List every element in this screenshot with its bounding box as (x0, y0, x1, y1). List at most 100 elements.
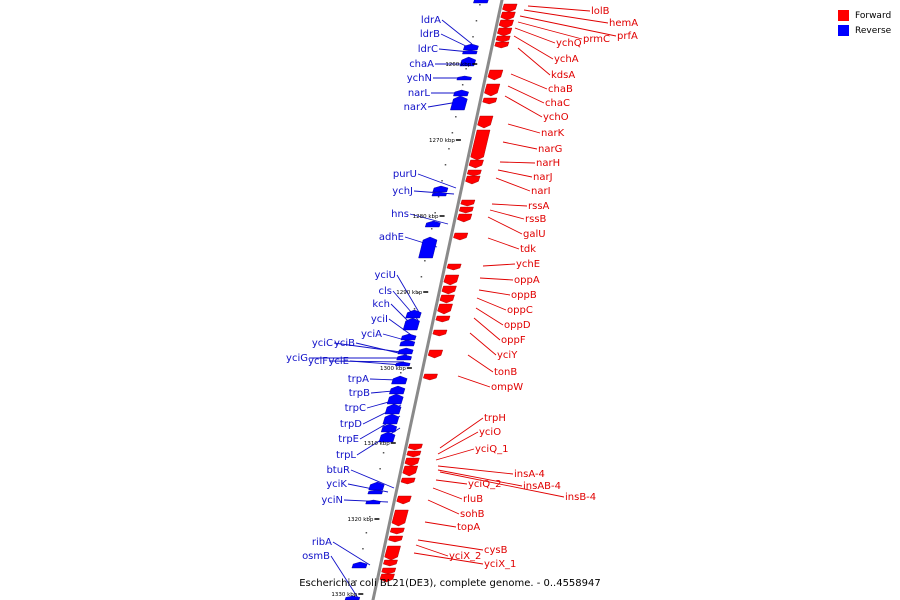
genome-backbone (371, 0, 504, 600)
forward-feature (466, 169, 482, 177)
forward-gene-label: oppC (507, 305, 533, 316)
forward-gene-label: oppA (514, 275, 540, 286)
reverse-gene-label: yciG (286, 353, 308, 364)
legend-forward-label: Forward (855, 10, 892, 21)
reverse-feature (462, 49, 478, 55)
gene-leader-line (349, 360, 403, 366)
gene-leader-line (527, 5, 591, 12)
reverse-feature (424, 220, 441, 228)
reverse-feature (378, 431, 396, 443)
reverse-feature (450, 95, 468, 111)
reverse-gene-label: yciA (361, 329, 382, 340)
gene-leader-line (424, 521, 457, 528)
forward-feature (396, 495, 412, 505)
tick-label: 1310 kbp (364, 441, 390, 447)
forward-gene-label: yciQ_2 (468, 479, 501, 490)
forward-gene-label: narG (538, 144, 562, 155)
forward-feature (482, 97, 498, 105)
forward-feature (437, 303, 453, 315)
gene-leader-line (330, 555, 359, 599)
forward-feature (465, 175, 481, 185)
reverse-feature (391, 375, 408, 385)
reverse-feature (382, 413, 400, 425)
reverse-feature (431, 191, 447, 197)
forward-gene-label: topA (457, 522, 480, 533)
reverse-feature (432, 185, 449, 193)
forward-gene-label: trpH (484, 413, 506, 424)
reverse-feature (453, 89, 469, 97)
tick-label: 1260 kbp (445, 62, 471, 68)
forward-feature (443, 274, 460, 286)
gene-leader-line (415, 544, 449, 557)
forward-gene-label: chaB (548, 84, 573, 95)
forward-feature (381, 567, 397, 575)
gene-leader-line (502, 141, 538, 150)
reverse-feature (384, 403, 402, 415)
forward-gene-label: lolB (591, 6, 610, 17)
forward-feature (400, 477, 416, 485)
gene-leader-line (507, 85, 545, 104)
gene-leader-line (507, 123, 541, 134)
gene-leader-line (441, 19, 473, 45)
legend-item-reverse: Reverse (838, 23, 891, 38)
reverse-gene-label: narX (404, 102, 428, 113)
reverse-gene-label: yciU (374, 270, 396, 281)
gene-leader-line (479, 277, 514, 281)
gene-leader-line (347, 483, 389, 493)
gene-leader-line (457, 375, 491, 388)
gene-leader-line (435, 448, 475, 461)
legend: Forward Reverse (838, 8, 891, 38)
gene-leader-line (413, 552, 484, 565)
reverse-gene-label: adhE (379, 232, 404, 243)
gene-leader-line (517, 21, 583, 40)
reverse-feature (405, 309, 422, 319)
gene-leader-line (409, 213, 449, 225)
gene-leader-line (328, 360, 405, 363)
forward-gene-label: insA-4 (514, 469, 545, 480)
forward-gene-label: ompW (491, 382, 523, 393)
gene-leader-line (350, 469, 395, 489)
reverse-gene-label: yciF (308, 356, 328, 367)
reverse-feature (395, 361, 411, 367)
forward-gene-label: cysB (484, 545, 508, 556)
reverse-feature (351, 561, 368, 569)
gene-leader-line (476, 297, 507, 311)
reverse-gene-label: trpC (345, 403, 366, 414)
reverse-gene-label: ldrB (420, 29, 440, 40)
forward-feature (497, 27, 513, 37)
reverse-gene-label: ychJ (392, 186, 413, 197)
reverse-gene-label: yciK (326, 479, 347, 490)
forward-feature (402, 465, 419, 477)
reverse-gene-label: ribA (312, 537, 332, 548)
reverse-feature (399, 339, 416, 347)
reverse-gene-label: trpB (349, 388, 370, 399)
gene-leader-line (417, 539, 484, 551)
gene-leader-line (473, 317, 501, 341)
gene-leader-line (495, 177, 531, 192)
forward-feature (446, 263, 462, 271)
forward-feature (502, 3, 518, 13)
reverse-feature (400, 333, 417, 341)
forward-feature (407, 443, 423, 451)
forward-feature (384, 545, 401, 561)
gene-leader-line (437, 469, 523, 487)
tick-label: 1280 kbp (413, 214, 439, 220)
reverse-gene-label: ldrC (418, 44, 438, 55)
tick-label: 1300 kbp (380, 366, 406, 372)
reverse-gene-label: btuR (326, 465, 350, 476)
reverse-feature (402, 317, 420, 331)
forward-feature (389, 527, 405, 535)
gene-leader-line (435, 479, 468, 485)
map-caption: Escherichia coli BL21(DE3), complete gen… (299, 578, 601, 589)
reverse-feature (367, 489, 383, 495)
forward-feature (458, 206, 474, 214)
forward-gene-label: insAB-4 (523, 481, 561, 492)
reverse-gene-label: hns (391, 209, 409, 220)
gene-leader-line (504, 95, 543, 118)
gene-leader-line (487, 216, 523, 235)
legend-reverse-label: Reverse (855, 25, 892, 36)
forward-feature (487, 69, 504, 81)
reverse-feature (456, 75, 472, 81)
forward-gene-label: tdk (520, 244, 536, 255)
